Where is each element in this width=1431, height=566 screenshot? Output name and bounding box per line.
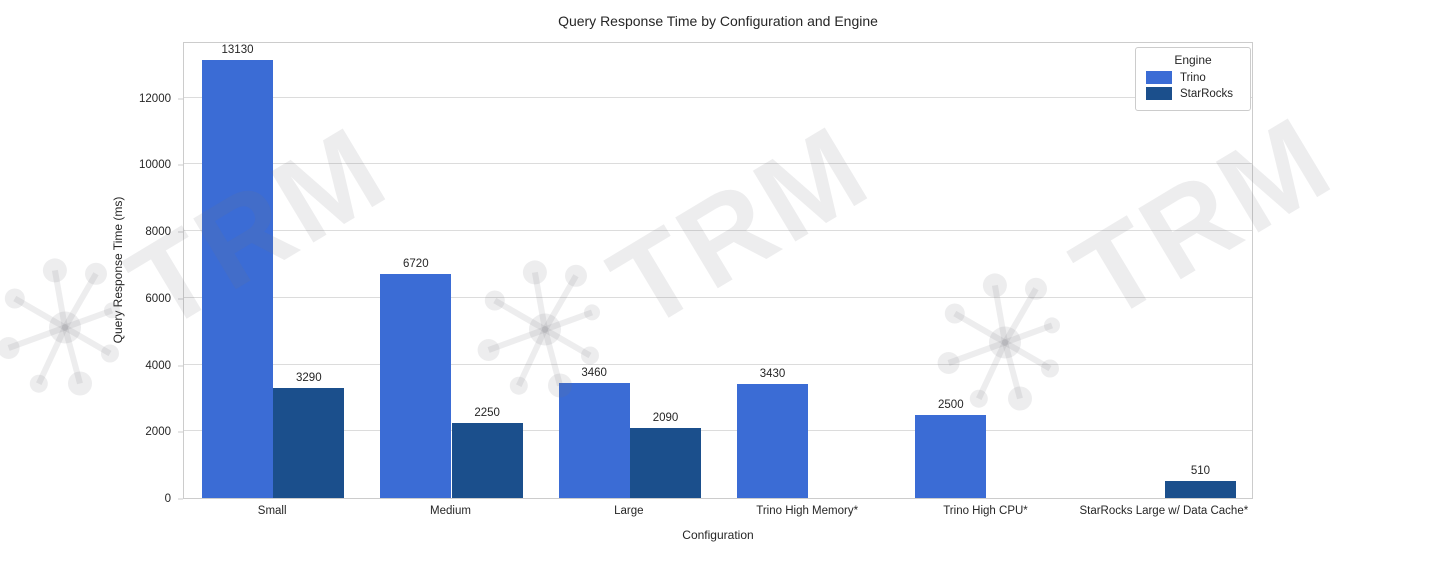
chart-title: Query Response Time by Configuration and… (558, 13, 878, 29)
x-tick-label: Trino High Memory* (756, 505, 859, 517)
bar-trino-medium (380, 273, 452, 498)
gridline (184, 96, 1252, 98)
y-tick-mark (178, 431, 183, 433)
legend-item-starrocks: StarRocks (1146, 87, 1242, 100)
y-tick-label: 4000 (145, 359, 171, 372)
bar-value-label: 510 (1190, 465, 1211, 477)
legend: Engine Trino StarRocks (1135, 47, 1251, 111)
y-tick-label: 8000 (145, 226, 171, 239)
y-tick-label: 10000 (139, 159, 171, 172)
y-tick-mark (178, 231, 183, 233)
gridline (184, 163, 1252, 165)
legend-swatch-icon (1146, 71, 1172, 84)
gridline (184, 430, 1252, 432)
y-axis-label: Query Response Time (ms) (111, 196, 125, 344)
bar-value-label: 6720 (403, 257, 429, 270)
bar-starrocks-large (629, 428, 702, 498)
x-tick-label: Trino High CPU* (943, 505, 1028, 517)
bar-starrocks-starrocks-large-w-data-cache- (1164, 481, 1237, 498)
y-tick-label: 2000 (145, 426, 171, 439)
bar-trino-trino-high-memory- (736, 383, 809, 498)
y-tick-mark (178, 98, 183, 100)
y-tick-mark (178, 164, 183, 166)
legend-swatch-icon (1146, 87, 1172, 100)
bar-value-label: 2090 (652, 412, 679, 425)
bar-trino-trino-high-cpu- (915, 414, 987, 498)
legend-item-label: Trino (1180, 71, 1206, 84)
bar-trino-small (201, 60, 274, 498)
y-tick-label: 12000 (139, 92, 171, 105)
bar-trino-large (558, 382, 630, 498)
legend-items: Trino StarRocks (1144, 71, 1242, 100)
gridline (184, 363, 1252, 365)
bar-starrocks-medium (451, 422, 523, 498)
y-tick-mark (178, 365, 183, 367)
bar-starrocks-small (273, 388, 345, 498)
bar-value-label: 13130 (221, 44, 254, 57)
gridline (184, 230, 1252, 232)
y-tick-label: 6000 (145, 292, 171, 305)
gridline (184, 296, 1252, 298)
plot-area: 13130 3290 6720 2250 3460 2090 3430 2500 510 (183, 42, 1253, 499)
bar-value-label: 2500 (938, 398, 964, 411)
legend-item-label: StarRocks (1180, 87, 1234, 100)
x-tick-label: StarRocks Large w/ Data Cache* (1079, 505, 1249, 517)
bar-value-label: 3430 (759, 367, 786, 380)
legend-title: Engine (1174, 53, 1212, 67)
x-axis-label: Configuration (682, 528, 754, 542)
legend-item-trino: Trino (1146, 71, 1242, 84)
y-tick-mark (178, 498, 183, 500)
bar-value-label: 2250 (474, 406, 500, 419)
x-tick-label: Large (614, 505, 644, 517)
y-tick-mark (178, 298, 183, 300)
bar-value-label: 3290 (296, 372, 322, 385)
x-tick-label: Medium (430, 505, 471, 517)
bar-value-label: 3460 (581, 366, 607, 379)
x-tick-label: Small (257, 505, 287, 517)
y-tick-label: 0 (164, 493, 171, 505)
